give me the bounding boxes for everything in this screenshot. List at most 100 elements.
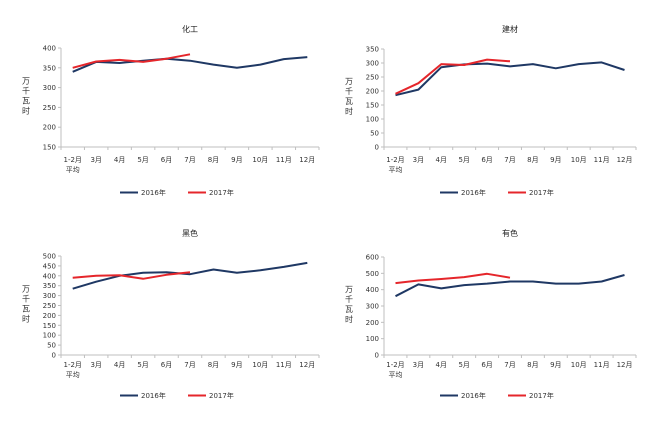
y-tick-label: 150 [43, 144, 56, 152]
y-tick-label: 350 [43, 282, 56, 290]
x-tick-label: 8月 [208, 156, 219, 164]
y-tick-label: 300 [366, 303, 379, 311]
x-tick-label: 8月 [208, 361, 219, 369]
series-line-2016 [72, 56, 308, 73]
chart-title: 黑色 [182, 228, 198, 238]
x-tick-label: 3月 [413, 361, 424, 369]
y-tick-label: 250 [43, 104, 56, 112]
x-tick-label: 8月 [527, 361, 538, 369]
x-tick-label: 11月 [594, 156, 610, 164]
y-tick-label: 200 [43, 124, 56, 132]
series-line-2017 [395, 272, 511, 285]
chart-panel-building-materials: 建材 0 50 100 150 200 250 300 350 万千瓦时 1-2月 平均 3月 4月 5月 6… [326, 0, 652, 214]
series-line-2017 [72, 271, 191, 280]
chart-title: 有色 [502, 228, 518, 238]
legend-label: 2016年 [141, 188, 166, 197]
x-tick-label: 4月 [436, 361, 447, 369]
series-line-2016 [395, 61, 625, 97]
x-tick-label: 7月 [184, 361, 195, 369]
x-tick-label: 1-2月 [64, 361, 82, 369]
y-axis-label-char: 瓦 [22, 305, 30, 314]
x-tick-label: 11月 [594, 361, 610, 369]
y-tick-label: 100 [43, 332, 56, 340]
x-tick-label-line2: 平均 [66, 370, 80, 379]
x-tick-label: 3月 [413, 156, 424, 164]
chart-panel-chemical: 化工 150 200 250 300 350 400 万千瓦时 1-2月 平均 3月 4月 5月 6月 7月… [0, 0, 326, 214]
legend-label: 2016年 [461, 391, 486, 400]
y-tick-label: 300 [366, 60, 379, 68]
x-tick-label: 8月 [527, 156, 538, 164]
x-tick-label: 1-2月 [386, 156, 404, 164]
x-tick-label: 5月 [137, 156, 148, 164]
y-tick-label: 200 [366, 319, 379, 327]
y-tick-label: 200 [366, 88, 379, 96]
x-tick-label: 10月 [252, 156, 268, 164]
y-tick-label: 350 [43, 64, 56, 72]
x-tick-label: 3月 [90, 361, 101, 369]
y-tick-label: 0 [52, 352, 56, 360]
series-line-2016 [72, 261, 308, 290]
y-tick-label: 100 [366, 335, 379, 343]
y-tick-label: 350 [366, 46, 379, 54]
y-tick-label: 50 [47, 342, 56, 350]
x-tick-label: 9月 [231, 156, 242, 164]
y-tick-label: 50 [370, 130, 379, 138]
y-tick-label: 150 [366, 102, 379, 110]
y-tick-label: 0 [375, 144, 379, 152]
series-line-2017 [395, 58, 511, 95]
x-tick-label: 10月 [571, 361, 587, 369]
y-tick-label: 0 [375, 352, 379, 360]
y-tick-label: 300 [43, 292, 56, 300]
y-tick-label: 500 [43, 253, 56, 261]
y-tick-label: 400 [43, 45, 56, 53]
chart-title: 化工 [182, 24, 198, 34]
y-axis-label-char: 时 [345, 314, 353, 324]
y-axis-label-char: 时 [345, 106, 353, 116]
chart-panel-ferrous: 黑色 0 50 100 150 200 250 300 350 400 450 500 万千瓦时 1-2月… [0, 214, 326, 428]
y-axis-label-char: 千 [345, 86, 353, 96]
x-tick-label: 6月 [481, 361, 492, 369]
y-axis-label-char: 万 [22, 77, 30, 86]
x-tick-label: 5月 [137, 361, 148, 369]
y-axis-label-char: 万 [345, 285, 353, 294]
x-tick-label: 6月 [161, 156, 172, 164]
x-tick-label: 11月 [276, 361, 292, 369]
x-tick-label: 9月 [231, 361, 242, 369]
y-tick-label: 400 [366, 286, 379, 294]
y-axis-label-char: 万 [345, 77, 353, 86]
legend-label: 2017年 [529, 391, 554, 400]
y-axis-label-char: 千 [22, 294, 30, 304]
y-tick-label: 100 [366, 116, 379, 124]
y-axis-label-char: 千 [345, 294, 353, 304]
legend-label: 2017年 [529, 188, 554, 197]
x-tick-label: 11月 [276, 156, 292, 164]
y-tick-label: 500 [366, 270, 379, 278]
chart-title: 建材 [502, 24, 518, 34]
x-tick-label: 10月 [571, 156, 587, 164]
x-tick-label-line2: 平均 [388, 370, 402, 379]
x-tick-label-line2: 平均 [66, 165, 80, 174]
legend-label: 2017年 [209, 391, 234, 400]
legend-label: 2016年 [141, 391, 166, 400]
y-axis-label-char: 时 [22, 106, 30, 116]
x-tick-label: 7月 [504, 361, 515, 369]
y-tick-label: 150 [43, 322, 56, 330]
x-tick-label: 6月 [161, 361, 172, 369]
x-tick-label: 10月 [252, 361, 268, 369]
y-axis-label-char: 万 [22, 285, 30, 294]
x-tick-label: 9月 [550, 156, 561, 164]
y-axis-label-char: 时 [22, 314, 30, 324]
x-tick-label: 6月 [481, 156, 492, 164]
y-axis-label-char: 瓦 [22, 97, 30, 106]
y-tick-label: 200 [43, 312, 56, 320]
x-tick-label: 4月 [436, 156, 447, 164]
x-tick-label: 12月 [617, 156, 633, 164]
x-tick-label: 7月 [184, 156, 195, 164]
y-tick-label: 300 [43, 84, 56, 92]
y-tick-label: 250 [366, 74, 379, 82]
y-axis-label-char: 瓦 [345, 305, 353, 314]
